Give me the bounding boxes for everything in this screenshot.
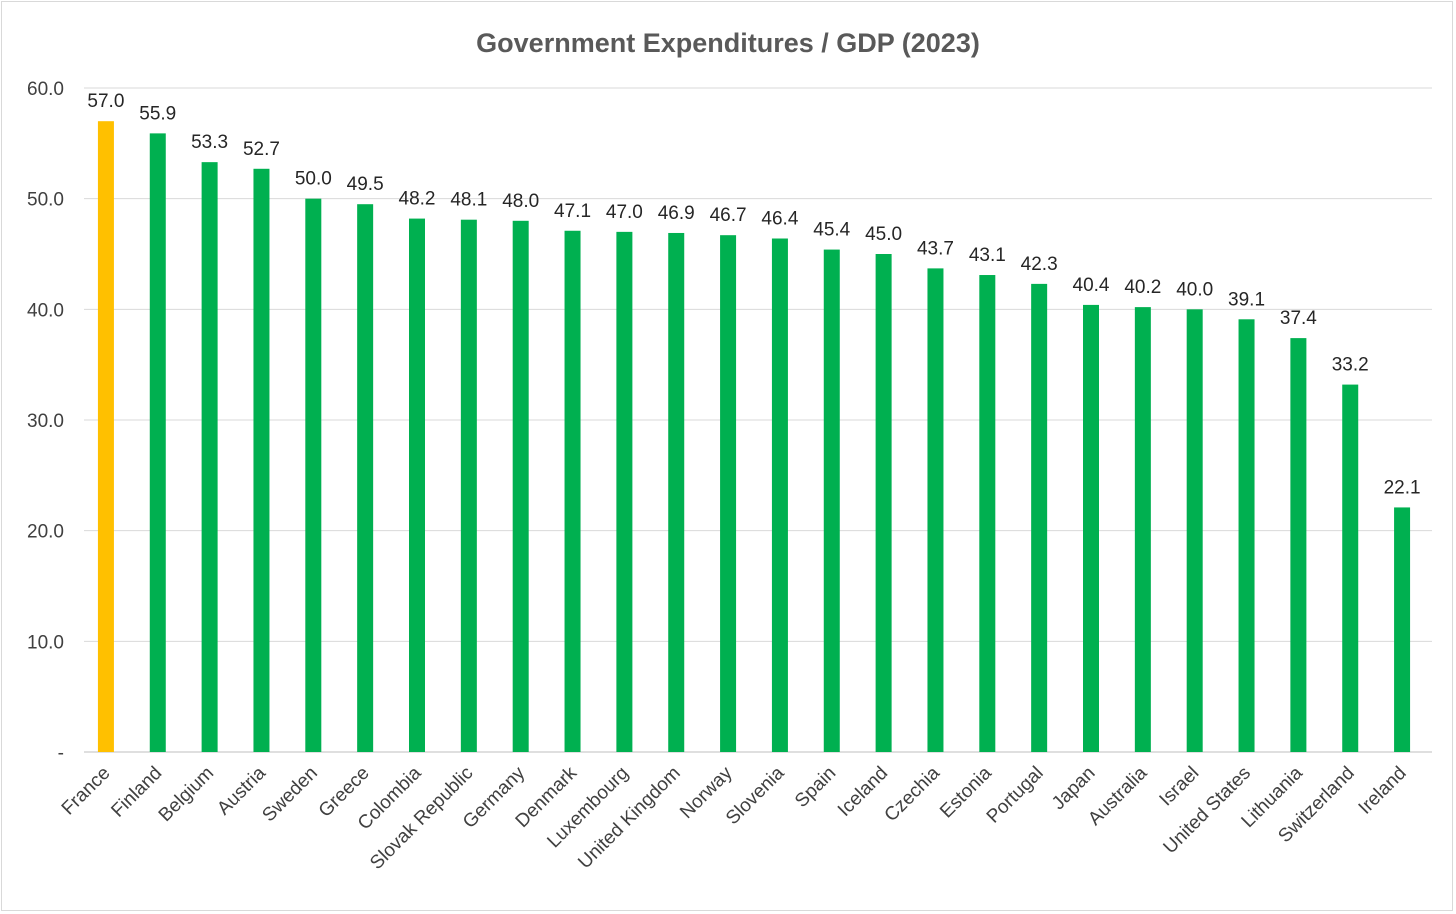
bar	[720, 235, 737, 753]
data-label: 33.2	[1332, 355, 1369, 376]
data-label: 22.1	[1384, 477, 1421, 498]
y-axis-ticks: - 10.0 20.0 30.0 40.0 50.0 60.0	[27, 79, 64, 764]
data-label: 40.2	[1124, 277, 1161, 298]
data-label: 43.7	[917, 238, 954, 259]
data-label: 49.5	[347, 174, 384, 195]
bars	[97, 121, 1411, 753]
data-label: 53.3	[191, 132, 228, 153]
data-label: 43.1	[969, 245, 1006, 266]
data-label: 42.3	[1021, 254, 1058, 275]
bar	[1238, 319, 1255, 752]
bar	[460, 219, 477, 752]
bar	[97, 121, 114, 752]
data-label: 45.0	[865, 224, 902, 245]
bar	[616, 231, 633, 752]
data-label: 40.0	[1176, 279, 1213, 300]
gridlines	[84, 87, 1432, 753]
bar	[771, 238, 788, 753]
bar	[1083, 304, 1099, 752]
chart-title: Government Expenditures / GDP (2023)	[476, 28, 980, 58]
y-tick-label: -	[58, 743, 64, 764]
data-labels: 57.0 55.9 53.3 52.7 50.0 49.5 48.2 48.1 48.0 47.1…	[87, 91, 1420, 498]
bar	[1290, 338, 1307, 752]
x-tick-label: Czechia	[881, 762, 945, 826]
bar	[149, 133, 166, 752]
y-tick-label: 30.0	[27, 411, 64, 432]
bar	[305, 198, 322, 752]
data-label: 47.1	[554, 201, 591, 222]
x-axis-ticks: FranceFinlandBelgiumAustriaSwedenGreeceC…	[58, 762, 1411, 874]
data-label: 48.0	[502, 191, 539, 212]
y-tick-label: 60.0	[27, 79, 64, 100]
data-label: 37.4	[1280, 308, 1317, 329]
bar	[927, 268, 944, 752]
bar	[1394, 507, 1411, 752]
bar	[823, 249, 840, 752]
bar	[875, 254, 892, 752]
bar	[979, 275, 996, 752]
y-tick-label: 50.0	[27, 190, 64, 211]
bar	[253, 168, 270, 752]
data-label: 52.7	[243, 139, 280, 160]
bar	[1186, 309, 1203, 752]
data-label: 55.9	[139, 103, 176, 124]
x-tick-label: Spain	[791, 763, 840, 812]
bar	[357, 204, 374, 752]
x-tick-label: Israel	[1156, 763, 1204, 811]
data-label: 50.0	[295, 169, 332, 190]
data-label: 47.0	[606, 202, 643, 223]
bar	[409, 218, 425, 752]
bar	[1134, 307, 1151, 752]
bar	[668, 232, 685, 752]
bar	[1031, 283, 1048, 752]
bar	[201, 162, 218, 752]
x-tick-label: Belgium	[155, 763, 218, 826]
data-label: 48.1	[450, 190, 487, 211]
y-tick-label: 10.0	[27, 632, 64, 653]
data-label: 46.4	[761, 209, 798, 230]
bar	[512, 220, 529, 753]
data-label: 45.4	[813, 220, 850, 241]
x-tick-label: Sweden	[258, 763, 321, 826]
bar	[564, 230, 581, 752]
data-label: 57.0	[87, 91, 124, 112]
y-tick-label: 20.0	[27, 522, 64, 543]
x-tick-label: Slovenia	[722, 762, 789, 829]
y-tick-label: 40.0	[27, 300, 64, 321]
bar	[1342, 384, 1359, 752]
data-label: 39.1	[1228, 289, 1265, 310]
data-label: 46.9	[658, 203, 695, 224]
x-tick-label: France	[58, 763, 115, 820]
data-label: 40.4	[1073, 275, 1110, 296]
data-label: 48.2	[399, 189, 436, 210]
x-tick-label: Portugal	[983, 763, 1048, 828]
x-tick-label: Ireland	[1355, 763, 1411, 819]
data-label: 46.7	[710, 205, 747, 226]
